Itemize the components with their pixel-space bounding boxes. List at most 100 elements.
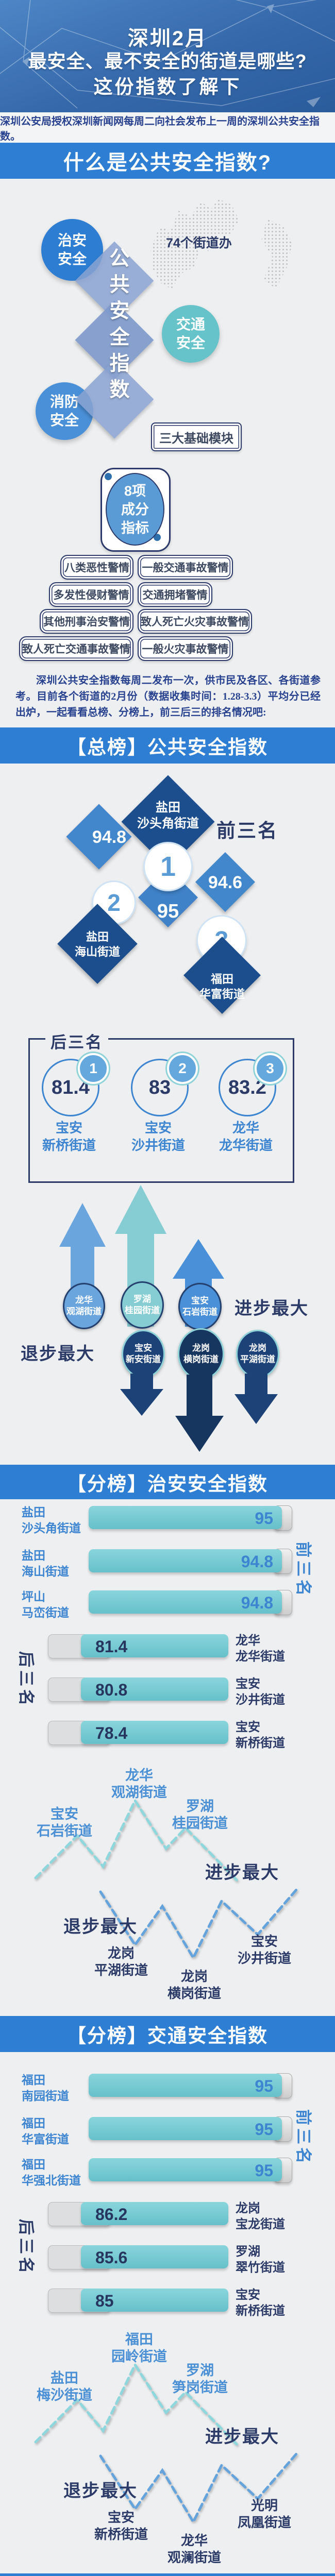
- street: 桂园街道: [125, 1306, 160, 1315]
- overall-bottom1-name: 宝安 新桥街道: [30, 1119, 108, 1154]
- traffic-up-label-1: 盐田 梅沙街道: [26, 2370, 103, 2404]
- traffic-down-label-3: 光明 凤凰街道: [226, 2497, 303, 2531]
- street: 凤凰街道: [237, 2515, 291, 2530]
- street: 马峦街道: [22, 1606, 69, 1619]
- district: 盐田: [22, 1505, 45, 1519]
- traffic-top-bar-1: [89, 2074, 282, 2097]
- police-bottom-bar-2: [81, 1677, 228, 1701]
- indicator-box-4: 交通拥堵警情: [138, 582, 212, 607]
- banner-overall-index: 【总榜】公共安全指数: [0, 727, 335, 764]
- street: 观湖街道: [66, 1307, 102, 1316]
- traffic-top-label-3: 福田 华强北街道: [22, 2157, 81, 2189]
- traffic-bottom-score-2: 85.6: [95, 2248, 128, 2267]
- indicator-box-5: 其他刑事治安警情: [40, 609, 133, 634]
- police-bottom-bar-3: [81, 1721, 228, 1744]
- district: 宝安: [250, 1934, 278, 1949]
- street: 笋岗街道: [172, 2380, 228, 2395]
- district: 龙华: [232, 1120, 259, 1136]
- module-circle-traffic-line1: 交通: [176, 316, 205, 332]
- district: 宝安: [191, 1296, 209, 1306]
- indicator-label: 致人死亡火灾事故警情: [141, 616, 249, 628]
- intro-text: 深圳公安局授权深圳新闻网每周二向社会发布上一周的深圳公共安全指数。: [0, 115, 320, 142]
- indicator-box-6: 致人死亡火灾事故警情: [138, 609, 252, 634]
- overall-rank2-number: 2: [107, 889, 121, 916]
- indicator-label: 其他刑事治安警情: [43, 616, 130, 628]
- traffic-bottom-score-3: 85: [95, 2292, 114, 2310]
- police-top-bar-2: [89, 1549, 282, 1572]
- indicator-label: 一般交通事故警情: [142, 562, 229, 574]
- down-arrow-2-head: [175, 1416, 224, 1452]
- traffic-bottom-label-3: 宝安 新桥街道: [236, 2287, 285, 2319]
- district: 福田: [22, 2116, 45, 2130]
- district: 盐田: [51, 2370, 78, 2386]
- district: 福田: [22, 2073, 45, 2087]
- district: 盐田: [22, 1549, 45, 1562]
- three-base-modules-box: 三大基础模块: [151, 422, 242, 451]
- district: 宝安: [135, 1343, 152, 1353]
- street: 龙华街道: [219, 1138, 273, 1153]
- down-arrow-2-circle: 龙岗 横岗街道: [178, 1328, 224, 1380]
- district: 龙华: [180, 2533, 208, 2548]
- up-arrow-2-head: [115, 1185, 166, 1234]
- header-title-line1: 深圳2月: [127, 27, 208, 50]
- down-arrow-2-shaft: [187, 1375, 212, 1416]
- indicator-box-7: 致人死亡交通事故警情: [19, 636, 133, 661]
- traffic-zigzag-up-line: [34, 2362, 240, 2447]
- indicator-box-3: 多发性侵财警情: [49, 582, 133, 607]
- overall-bottom2-badge: 2: [167, 1053, 198, 1084]
- street: 华富街道: [22, 2132, 69, 2146]
- police-down-label-3: 宝安 沙井街道: [226, 1933, 303, 1967]
- district: 龙岗: [192, 1343, 210, 1353]
- street: 桂园街道: [172, 1816, 228, 1831]
- indicators-badge-dot-bottomright: [154, 534, 161, 541]
- public-safety-index-vertical-label: 公共安全指数: [107, 247, 129, 405]
- street: 翠竹街道: [236, 2261, 285, 2275]
- overall-rank3-street: 华富街道: [199, 988, 245, 1001]
- traffic-zigzag-chart: [34, 2362, 298, 2525]
- street: 石岩街道: [182, 1307, 217, 1317]
- overall-bottom1-badge: 1: [78, 1053, 109, 1084]
- header-title-line3: 这份指数了解下: [93, 76, 242, 97]
- police-top-label-2: 盐田 海山街道: [22, 1548, 69, 1580]
- module-circle-fire-line1: 消防: [49, 394, 79, 410]
- street: 平湖街道: [240, 1354, 275, 1364]
- street: 新桥街道: [236, 2304, 285, 2318]
- module-circle-traffic: 交通 安全: [162, 305, 220, 363]
- indicators-badge-ellipse: 8项 成分 指标: [106, 473, 164, 546]
- street: 园岭街道: [111, 2349, 167, 2364]
- overall-rank1-street: 沙头角街道: [137, 817, 199, 831]
- district: 宝安: [55, 1120, 82, 1136]
- street: 新桥街道: [42, 1138, 96, 1153]
- police-zigzag-chart: [34, 1798, 298, 1961]
- overall-rank3-name: 福田 华富街道: [181, 972, 263, 1002]
- police-top-label-1: 盐田 沙头角街道: [22, 1504, 81, 1536]
- header-mesh-decoration: [0, 0, 335, 109]
- street: 海山街道: [22, 1565, 69, 1578]
- traffic-top-bar-2: [89, 2117, 282, 2140]
- map-street-count-label: 74个街道办: [166, 236, 232, 250]
- district: 龙岗: [107, 1945, 135, 1961]
- district: 宝安: [236, 1677, 260, 1691]
- overall-front-label: 前三名: [216, 820, 278, 841]
- district: 福田: [22, 2158, 45, 2171]
- overall-decline-label: 退步最大: [21, 1344, 95, 1364]
- up-arrow-3-head: [173, 1239, 224, 1279]
- police-decline-label: 退步最大: [63, 1917, 138, 1937]
- up-arrow-1-head: [59, 1203, 106, 1247]
- district: 龙华: [236, 1634, 260, 1648]
- overall-rank2-score: 94.8: [92, 827, 127, 847]
- street: 新桥街道: [94, 2527, 148, 2542]
- overall-bottom1-circle: 81.4: [42, 1059, 99, 1116]
- district: 光明: [250, 2498, 278, 2513]
- header-title-line2: 最安全、最不安全的街道是哪些?: [28, 50, 307, 72]
- overall-bottom3-name: 龙华 龙华街道: [207, 1119, 284, 1154]
- overall-rank1-district: 盐田: [156, 801, 180, 815]
- banner-police-index: 【分榜】治安安全指数: [0, 1465, 335, 1499]
- overall-improve-label: 进步最大: [234, 1299, 309, 1318]
- district: 福田: [125, 2332, 153, 2347]
- police-front-vlabel: 前三名: [294, 1541, 312, 1599]
- banner-what-is-index: 什么是公共安全指数?: [0, 143, 335, 179]
- indicator-box-2: 一般交通事故警情: [138, 555, 233, 580]
- indicator-box-1: 八类恶性警情: [60, 555, 133, 580]
